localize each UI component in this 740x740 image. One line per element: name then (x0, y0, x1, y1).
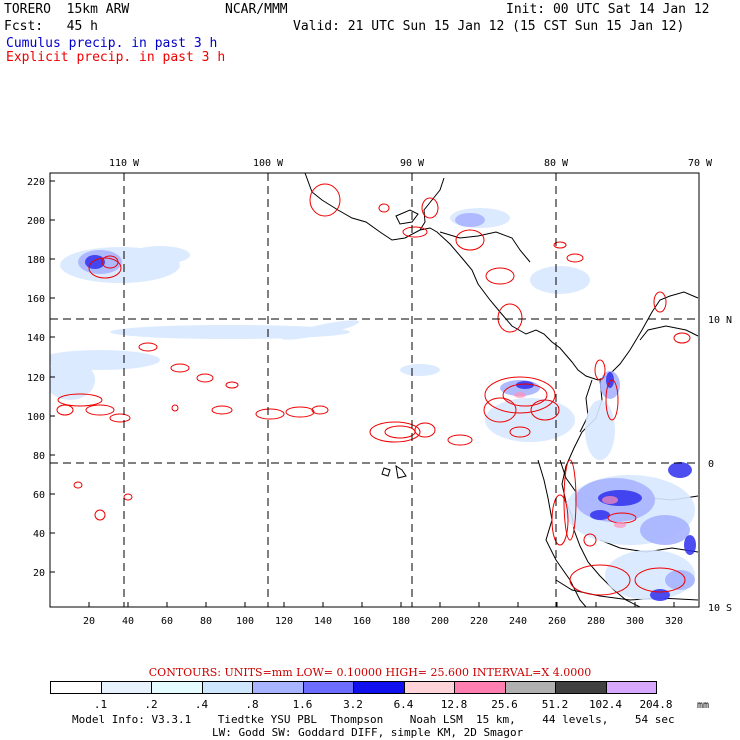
legend-swatch (504, 681, 556, 694)
legend-label: 12.8 (440, 698, 468, 711)
model-physics: LW: Godd SW: Goddard DIFF, simple KM, 2D… (212, 726, 524, 739)
x-tick-40: 40 (122, 616, 134, 627)
contours-info: CONTOURS: UNITS=mm LOW= 0.10000 HIGH= 25… (148, 666, 592, 679)
y-tick-40: 40 (33, 529, 45, 540)
y-tick-20: 20 (33, 568, 45, 579)
legend-label: 51.2 (541, 698, 569, 711)
legend-label: .4 (194, 698, 209, 711)
lat-lon-grid (50, 173, 699, 607)
init-time: Init: 00 UTC Sat 14 Jan 12 (506, 2, 710, 17)
legend-label: 25.6 (491, 698, 518, 711)
legend-swatch (302, 681, 354, 694)
legend-swatch (151, 681, 203, 694)
legend-swatch (100, 681, 152, 694)
legend-swatch (201, 681, 253, 694)
x-tick-220: 220 (470, 616, 488, 627)
explicit-precip-contours (56, 183, 691, 596)
x-tick-160: 160 (353, 616, 371, 627)
lat-label-0: 0 (708, 459, 714, 470)
lon-label-70w: 70 W (688, 158, 713, 169)
model-info: Model Info: V3.3.1 Tiedtke YSU PBL Thomp… (72, 713, 675, 726)
legend-label: 1.6 (292, 698, 313, 711)
x-tick-20: 20 (83, 616, 95, 627)
plot-frame (49, 172, 700, 608)
legend-label: 102.4 (588, 698, 623, 711)
y-tick-200: 200 (27, 216, 45, 227)
legend-swatch (555, 681, 607, 694)
valid-time: Valid: 21 UTC Sun 15 Jan 12 (15 CST Sun … (293, 19, 685, 34)
explicit-precip-label: Explicit precip. in past 3 h (6, 50, 226, 65)
x-tick-280: 280 (587, 616, 605, 627)
x-tick-100: 100 (236, 616, 254, 627)
legend-label: 204.8 (639, 698, 673, 711)
cumulus-precip-label: Cumulus precip. in past 3 h (6, 36, 218, 51)
lon-label-100w: 100 W (253, 158, 284, 169)
x-tick-260: 260 (548, 616, 566, 627)
x-tick-180: 180 (392, 616, 410, 627)
x-tick-80: 80 (200, 616, 212, 627)
legend-swatch (353, 681, 405, 694)
x-tick-60: 60 (161, 616, 173, 627)
forecast-hour: Fcst: 45 h (4, 19, 98, 34)
y-tick-220: 220 (27, 177, 45, 188)
y-tick-60: 60 (33, 490, 45, 501)
legend-swatch (605, 681, 657, 694)
legend-unit: mm (697, 700, 710, 711)
lat-label-10n: 10 N (708, 315, 732, 326)
legend-swatch (252, 681, 304, 694)
x-tick-140: 140 (314, 616, 332, 627)
lon-label-80w: 80 W (544, 158, 569, 169)
legend-swatch (454, 681, 506, 694)
legend-label: 3.2 (343, 698, 363, 711)
lon-label-90w: 90 W (400, 158, 425, 169)
x-tick-320: 320 (665, 616, 683, 627)
legend-label: 6.4 (393, 698, 414, 711)
y-tick-120: 120 (27, 373, 45, 384)
model-title: TORERO 15km ARW (4, 2, 130, 17)
x-tick-200: 200 (431, 616, 449, 627)
y-tick-80: 80 (33, 451, 45, 462)
legend-swatch (50, 681, 102, 694)
legend-swatch (403, 681, 455, 694)
lon-label-110w: 110 W (109, 158, 140, 169)
y-tick-160: 160 (27, 294, 45, 305)
y-tick-140: 140 (27, 333, 45, 344)
x-tick-300: 300 (626, 616, 644, 627)
organization-label: NCAR/MMM (225, 2, 288, 17)
legend-label: .8 (245, 698, 259, 711)
cumulus-precip-shading (50, 208, 696, 601)
axis-ticks (50, 180, 675, 607)
y-tick-180: 180 (27, 255, 45, 266)
lat-label-10s: 10 S (708, 603, 732, 614)
legend-label: .1 (93, 698, 108, 711)
y-tick-100: 100 (27, 412, 45, 423)
x-tick-240: 240 (509, 616, 527, 627)
legend-label: .2 (144, 698, 158, 711)
x-tick-120: 120 (275, 616, 293, 627)
